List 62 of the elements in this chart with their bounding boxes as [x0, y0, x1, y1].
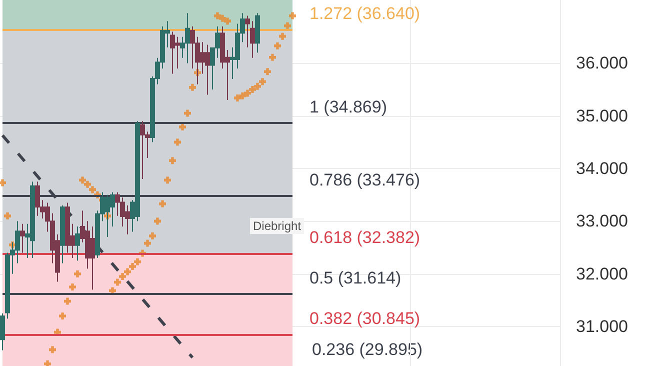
- point: [69, 284, 76, 291]
- point: [79, 176, 86, 184]
- point: [164, 176, 171, 184]
- point: [169, 157, 176, 164]
- point: [89, 186, 96, 194]
- point: [184, 110, 191, 117]
- point: [179, 123, 186, 130]
- point: [0, 179, 6, 186]
- point: [119, 272, 126, 280]
- point: [129, 262, 136, 270]
- candlestick: [245, 15, 250, 48]
- point: [224, 18, 231, 25]
- point: [289, 12, 296, 20]
- candlestick: [60, 204, 65, 264]
- point: [49, 346, 56, 354]
- point: [59, 312, 66, 320]
- point: [244, 90, 251, 97]
- point: [249, 86, 256, 94]
- annotation: 0.236 (29.895): [312, 340, 423, 359]
- point: [239, 92, 246, 100]
- point: [214, 12, 221, 20]
- candlestick: [20, 223, 25, 254]
- ref-line-label: 0.618 (32.382): [310, 228, 420, 248]
- point: [259, 78, 266, 86]
- candlestick: [255, 12, 260, 54]
- point: [84, 180, 91, 188]
- point: [154, 218, 161, 225]
- candlestick: [75, 226, 80, 262]
- point: [219, 14, 226, 22]
- point: [284, 22, 291, 30]
- annotation: Diebright: [253, 219, 302, 233]
- point: [269, 54, 276, 61]
- point: [74, 270, 81, 278]
- point: [279, 32, 286, 40]
- point: [234, 94, 241, 102]
- point: [114, 278, 121, 286]
- point: [44, 360, 51, 366]
- point: [189, 84, 196, 91]
- y-tick-label: 33.000: [576, 212, 628, 231]
- point: [134, 258, 141, 266]
- point: [274, 42, 281, 50]
- ref-line-label: 1.272 (36.640): [310, 4, 420, 23]
- point: [64, 298, 71, 305]
- candlestick: [0, 312, 5, 351]
- candlestick: [250, 20, 255, 58]
- point: [264, 68, 271, 76]
- point: [159, 200, 166, 208]
- ref-line-label: 1 (34.869): [310, 97, 387, 116]
- y-tick-label: 34.000: [576, 159, 628, 178]
- ref-line-label: 0.5 (31.614): [310, 268, 402, 288]
- point: [149, 232, 156, 240]
- ref-line-label: 0.786 (33.476): [310, 170, 420, 190]
- point: [4, 212, 11, 220]
- y-tick-label: 35.000: [576, 106, 628, 126]
- y-tick-label: 31.000: [576, 317, 628, 336]
- point: [254, 82, 261, 90]
- y-tick-label: 36.000: [576, 54, 628, 73]
- point: [174, 138, 181, 146]
- point: [144, 240, 151, 247]
- point: [124, 268, 131, 276]
- y-tick-label: 32.000: [576, 264, 628, 284]
- ref-line-label: 0.382 (30.845): [310, 309, 420, 328]
